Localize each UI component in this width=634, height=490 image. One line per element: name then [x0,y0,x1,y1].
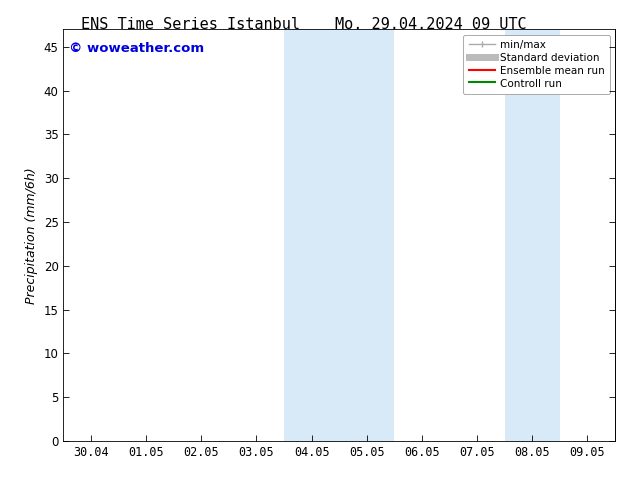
Bar [284,29,339,441]
Bar [505,29,560,441]
Text: ENS Time Series Istanbul: ENS Time Series Istanbul [81,17,300,32]
Text: Mo. 29.04.2024 09 UTC: Mo. 29.04.2024 09 UTC [335,17,527,32]
Y-axis label: Precipitation (mm/6h): Precipitation (mm/6h) [25,167,38,303]
Bar [339,29,394,441]
Text: © woweather.com: © woweather.com [69,42,204,55]
Legend: min/max, Standard deviation, Ensemble mean run, Controll run: min/max, Standard deviation, Ensemble me… [463,35,610,94]
